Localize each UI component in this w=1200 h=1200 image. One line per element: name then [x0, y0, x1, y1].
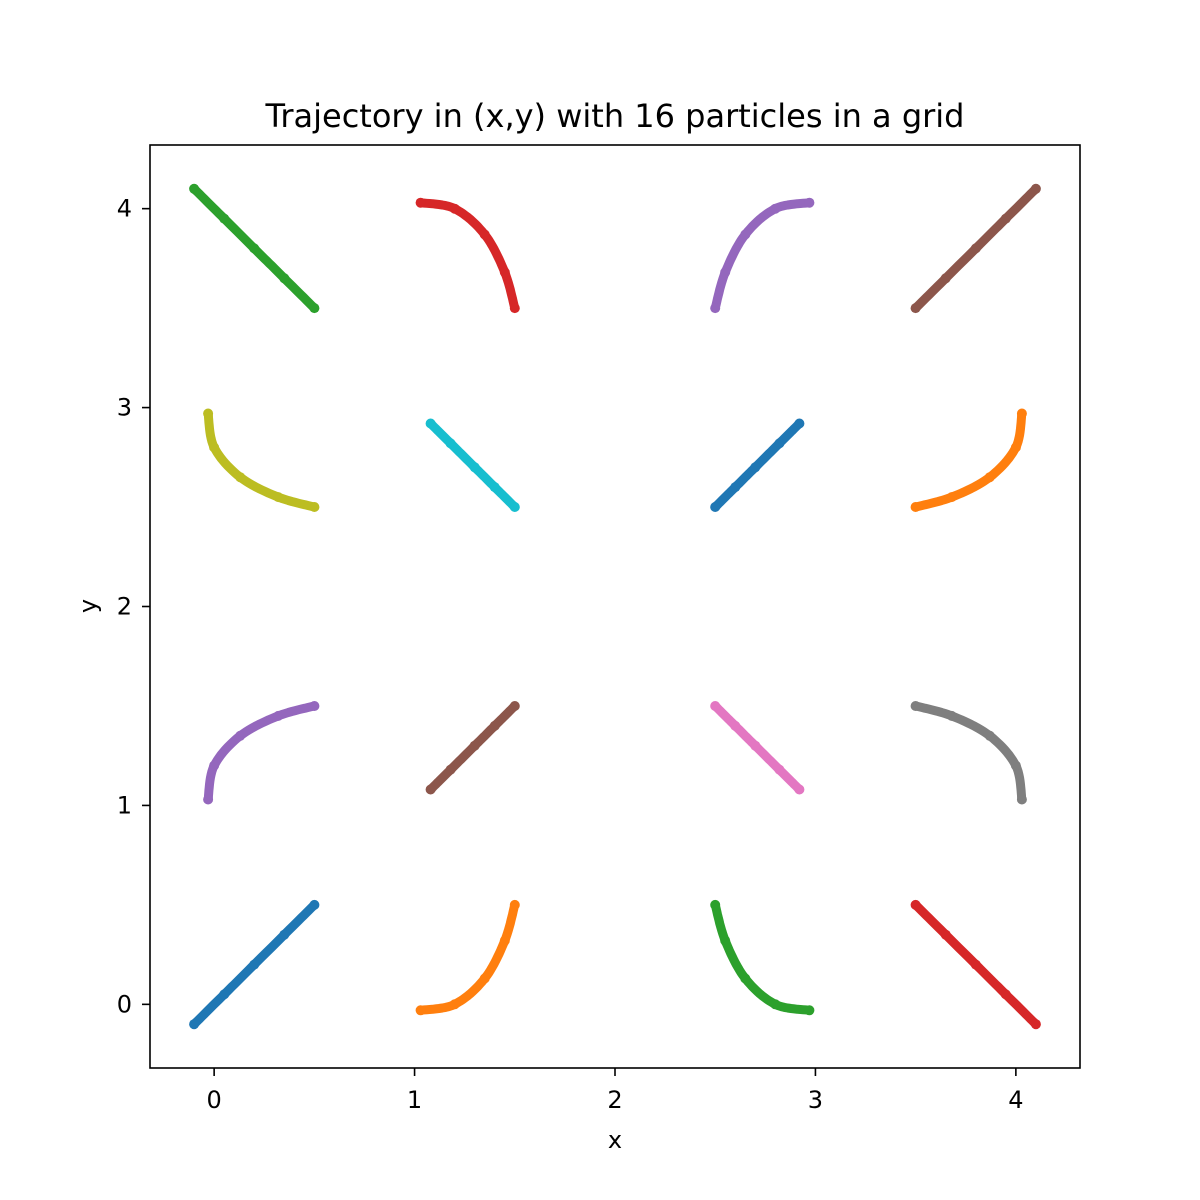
y-tick-label: 4	[117, 195, 132, 223]
trajectory-point	[984, 472, 995, 483]
x-tick-label: 3	[808, 1086, 823, 1114]
trajectory-point	[219, 989, 230, 1000]
trajectory-point	[235, 730, 246, 741]
trajectory-point	[249, 243, 260, 254]
y-tick-label: 0	[117, 990, 132, 1018]
chart-title: Trajectory in (x,y) with 16 particles in…	[265, 97, 965, 135]
series-layer	[189, 183, 1041, 1030]
trajectory-point	[509, 899, 520, 910]
trajectory-point	[309, 303, 320, 314]
trajectory-point	[203, 408, 214, 419]
trajectory-point	[425, 784, 436, 795]
trajectory-point	[946, 710, 957, 721]
trajectory-point	[710, 899, 721, 910]
trajectory-point	[804, 197, 815, 208]
trajectory-point	[1030, 183, 1041, 194]
trajectory-point	[279, 929, 290, 940]
trajectory-point	[1010, 760, 1021, 771]
trajectory-point	[273, 492, 284, 503]
y-tick-label: 3	[117, 394, 132, 422]
trajectory-point	[970, 959, 981, 970]
trajectory-point	[1016, 408, 1027, 419]
trajectory-point	[499, 935, 510, 946]
trajectory-point	[249, 959, 260, 970]
trajectory-point	[235, 472, 246, 483]
trajectory-point	[309, 502, 320, 512]
trajectory-point	[309, 899, 320, 910]
trajectory-point	[774, 438, 785, 449]
trajectory-point	[209, 442, 220, 453]
trajectory-point	[509, 303, 520, 314]
trajectory-point	[720, 267, 731, 278]
trajectory-point	[910, 502, 921, 512]
trajectory-point	[425, 418, 436, 429]
trajectory-point	[794, 418, 805, 429]
trajectory-point	[479, 973, 490, 984]
trajectory-point	[189, 1019, 200, 1030]
trajectory-point	[910, 303, 921, 314]
trajectory-point	[273, 710, 284, 721]
trajectory-point	[489, 720, 500, 731]
y-tick-label: 1	[117, 791, 132, 819]
trajectory-point	[1030, 1019, 1041, 1030]
trajectory-point	[489, 482, 500, 493]
x-tick-label: 2	[607, 1086, 622, 1114]
trajectory-point	[1016, 794, 1027, 805]
trajectory-point	[910, 701, 921, 711]
trajectory-point	[509, 701, 520, 711]
trajectory-point	[203, 794, 214, 805]
trajectory-point	[940, 273, 951, 284]
trajectory-point	[730, 720, 741, 731]
trajectory-point	[1000, 213, 1011, 224]
trajectory-point	[415, 197, 426, 208]
trajectory-point	[770, 203, 781, 214]
trajectory-point	[984, 730, 995, 741]
trajectory-point	[469, 462, 480, 473]
trajectory-point	[209, 760, 220, 771]
trajectory-point	[499, 267, 510, 278]
x-tick-label: 0	[206, 1086, 221, 1114]
x-tick-label: 1	[407, 1086, 422, 1114]
trajectory-point	[750, 462, 761, 473]
trajectory-point	[219, 213, 230, 224]
trajectory-point	[449, 203, 460, 214]
trajectory-point	[710, 701, 721, 711]
trajectory-point	[1000, 989, 1011, 1000]
trajectory-point	[946, 492, 957, 503]
trajectory-point	[509, 502, 520, 512]
trajectory-point	[189, 183, 200, 194]
trajectory-point	[740, 229, 751, 240]
trajectory-point	[794, 784, 805, 795]
trajectory-point	[469, 740, 480, 751]
trajectory-point	[445, 764, 456, 775]
trajectory-point	[730, 482, 741, 493]
x-axis-label: x	[608, 1126, 622, 1154]
trajectory-point	[279, 273, 290, 284]
trajectory-point	[910, 899, 921, 910]
trajectory-point	[740, 973, 751, 984]
trajectory-point	[774, 764, 785, 775]
trajectory-point	[415, 1005, 426, 1016]
trajectory-point	[449, 999, 460, 1010]
trajectory-point	[710, 303, 721, 314]
trajectory-point	[445, 438, 456, 449]
trajectory-point	[309, 701, 320, 711]
x-axis-ticks: 0 1 2 3 4	[206, 1068, 1024, 1114]
y-tick-label: 2	[117, 593, 132, 621]
trajectory-point	[770, 999, 781, 1010]
trajectory-point	[710, 502, 721, 512]
x-tick-label: 4	[1008, 1086, 1023, 1114]
trajectory-point	[750, 740, 761, 751]
trajectory-point	[970, 243, 981, 254]
trajectory-point	[720, 935, 731, 946]
trajectory-point	[940, 929, 951, 940]
trajectory-point	[1010, 442, 1021, 453]
y-axis-ticks: 0 1 2 3 4	[117, 195, 150, 1018]
y-axis-label: y	[74, 599, 102, 613]
trajectory-point	[804, 1005, 815, 1016]
trajectory-point	[479, 229, 490, 240]
